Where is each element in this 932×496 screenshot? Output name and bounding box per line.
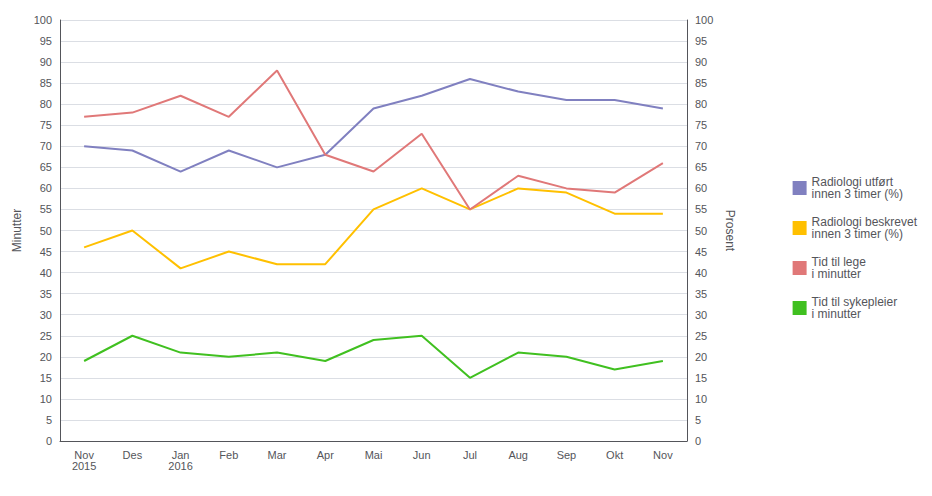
svg-text:55: 55: [40, 203, 52, 215]
svg-text:25: 25: [695, 330, 707, 342]
svg-text:30: 30: [695, 309, 707, 321]
svg-text:45: 45: [40, 246, 52, 258]
svg-text:25: 25: [40, 330, 52, 342]
svg-text:i minutter: i minutter: [812, 267, 861, 281]
svg-text:95: 95: [40, 35, 52, 47]
svg-text:2015: 2015: [72, 460, 96, 472]
svg-text:innen 3 timer (%): innen 3 timer (%): [812, 187, 903, 201]
svg-text:Radiologi beskrevet: Radiologi beskrevet: [811, 215, 917, 229]
svg-text:65: 65: [695, 161, 707, 173]
svg-text:Mar: Mar: [268, 449, 287, 461]
svg-text:10: 10: [40, 393, 52, 405]
svg-text:5: 5: [695, 414, 701, 426]
svg-text:Jul: Jul: [463, 449, 477, 461]
svg-text:15: 15: [40, 372, 52, 384]
svg-text:95: 95: [695, 35, 707, 47]
svg-text:Nov: Nov: [653, 449, 673, 461]
svg-text:70: 70: [695, 140, 707, 152]
svg-text:20: 20: [695, 351, 707, 363]
svg-text:90: 90: [40, 56, 52, 68]
svg-text:35: 35: [695, 288, 707, 300]
svg-text:100: 100: [695, 14, 713, 26]
svg-text:65: 65: [40, 161, 52, 173]
svg-text:100: 100: [34, 14, 52, 26]
svg-text:Sep: Sep: [557, 449, 577, 461]
svg-text:30: 30: [40, 309, 52, 321]
svg-text:45: 45: [695, 246, 707, 258]
svg-text:50: 50: [695, 225, 707, 237]
svg-text:15: 15: [695, 372, 707, 384]
svg-text:Prosent: Prosent: [723, 210, 737, 252]
svg-text:Mai: Mai: [365, 449, 383, 461]
svg-text:Tid til lege: Tid til lege: [811, 255, 866, 269]
svg-text:Des: Des: [123, 449, 143, 461]
svg-text:75: 75: [695, 119, 707, 131]
svg-text:60: 60: [695, 182, 707, 194]
svg-text:0: 0: [695, 435, 701, 447]
svg-text:Nov: Nov: [74, 448, 94, 461]
svg-text:Radiologi utført: Radiologi utført: [811, 175, 893, 189]
svg-text:Minutter: Minutter: [10, 209, 24, 252]
svg-text:Jun: Jun: [413, 449, 431, 461]
svg-text:90: 90: [695, 56, 707, 68]
svg-text:Apr: Apr: [317, 449, 334, 461]
svg-text:55: 55: [695, 203, 707, 215]
svg-text:50: 50: [40, 225, 52, 237]
svg-text:80: 80: [40, 98, 52, 110]
svg-text:0: 0: [46, 435, 52, 447]
svg-text:70: 70: [40, 140, 52, 152]
svg-text:i minutter: i minutter: [812, 307, 861, 321]
svg-text:75: 75: [40, 119, 52, 131]
svg-text:60: 60: [40, 182, 52, 194]
svg-text:20: 20: [40, 351, 52, 363]
svg-text:Feb: Feb: [219, 449, 238, 461]
svg-text:80: 80: [695, 98, 707, 110]
svg-text:Tid til sykepleier: Tid til sykepleier: [811, 295, 898, 309]
svg-text:35: 35: [40, 288, 52, 300]
svg-text:Aug: Aug: [508, 449, 528, 461]
svg-text:40: 40: [695, 267, 707, 279]
svg-text:2016: 2016: [168, 460, 192, 472]
svg-text:innen 3 timer (%): innen 3 timer (%): [812, 227, 903, 241]
svg-text:85: 85: [695, 77, 707, 89]
svg-text:40: 40: [40, 267, 52, 279]
svg-text:10: 10: [695, 393, 707, 405]
svg-text:85: 85: [40, 77, 52, 89]
svg-text:Jan: Jan: [171, 448, 190, 461]
svg-text:Okt: Okt: [606, 449, 623, 461]
svg-text:5: 5: [46, 414, 52, 426]
